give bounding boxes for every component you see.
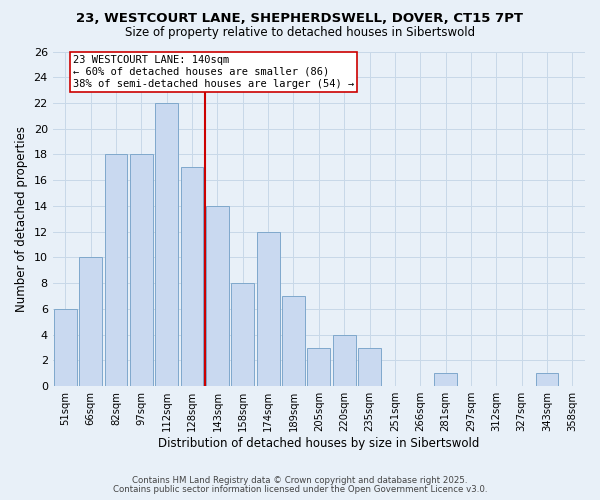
Bar: [54, 309, 77, 386]
Y-axis label: Number of detached properties: Number of detached properties: [15, 126, 28, 312]
Bar: [155, 103, 178, 386]
Text: Contains HM Land Registry data © Crown copyright and database right 2025.: Contains HM Land Registry data © Crown c…: [132, 476, 468, 485]
Bar: [333, 334, 356, 386]
Bar: [358, 348, 381, 386]
X-axis label: Distribution of detached houses by size in Sibertswold: Distribution of detached houses by size …: [158, 437, 479, 450]
Bar: [181, 168, 203, 386]
Bar: [536, 374, 559, 386]
Bar: [232, 283, 254, 386]
Text: Contains public sector information licensed under the Open Government Licence v3: Contains public sector information licen…: [113, 485, 487, 494]
Bar: [282, 296, 305, 386]
Text: 23, WESTCOURT LANE, SHEPHERDSWELL, DOVER, CT15 7PT: 23, WESTCOURT LANE, SHEPHERDSWELL, DOVER…: [77, 12, 523, 26]
Bar: [79, 258, 102, 386]
Bar: [434, 374, 457, 386]
Bar: [104, 154, 127, 386]
Text: Size of property relative to detached houses in Sibertswold: Size of property relative to detached ho…: [125, 26, 475, 39]
Bar: [257, 232, 280, 386]
Text: 23 WESTCOURT LANE: 140sqm
← 60% of detached houses are smaller (86)
38% of semi-: 23 WESTCOURT LANE: 140sqm ← 60% of detac…: [73, 56, 354, 88]
Bar: [130, 154, 153, 386]
Bar: [206, 206, 229, 386]
Bar: [307, 348, 330, 386]
